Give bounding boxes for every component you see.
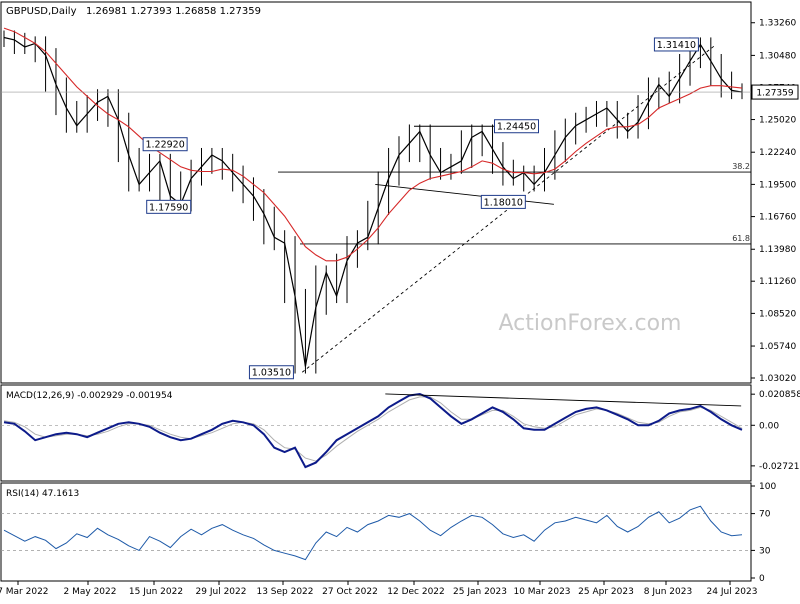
price-annotation-label: 1.18010 [484,197,523,208]
macd-trendline [385,393,742,407]
fib-label: 61.8 [732,234,750,243]
price-annotation-label: 1.17590 [149,202,188,213]
price-y-tick-label: 1.11260 [759,277,796,287]
price-annotation-label: 1.31410 [657,40,696,51]
price-y-tick-label: 1.05740 [759,342,796,352]
price-line [3,36,743,367]
x-tick-label: 25 Apr 2023 [578,587,634,597]
rsi-y-tick-label: 70 [759,510,771,520]
x-tick-label: 8 Jun 2023 [644,587,692,597]
fib-label: 38.2 [732,162,750,171]
price-y-tick-label: 1.13980 [759,245,796,255]
rsi-title: RSI(14) 47.1613 [6,489,79,499]
macd-title: MACD(12,26,9) -0.002929 -0.001954 [6,391,173,401]
x-tick-label: 10 Mar 2023 [513,587,570,597]
price-y-tick-label: 1.22240 [759,148,796,158]
price-y-tick-label: 1.25020 [759,116,796,126]
price-annotation-box [480,194,526,209]
rsi-line [3,505,743,561]
current-price-box [751,84,799,100]
price-y-tick-label: 1.33260 [759,19,796,29]
price-annotation-box [494,119,540,134]
macd-y-tick-label: 0.00 [759,421,779,431]
rsi-y-tick-label: 100 [759,482,776,492]
macd-signal-line [3,396,743,462]
price-y-tick-label: 1.19500 [759,180,796,190]
price-panel [0,1,752,384]
price-annotation-label: 1.03510 [252,368,291,379]
x-tick-label: 12 Dec 2022 [387,587,445,597]
macd-y-tick-label: 0.020858 [759,390,800,400]
x-tick-label: 2 May 2022 [64,587,117,597]
x-tick-label: 24 Jul 2023 [707,587,758,597]
price-y-tick-label: 1.16760 [759,213,796,223]
price-annotation-box [146,199,192,214]
x-tick-label: 27 Oct 2022 [322,587,378,597]
macd-y-tick-label: -0.027213 [759,462,800,472]
price-annotation-box [653,37,699,52]
price-y-tick-label: 1.08520 [759,309,796,319]
price-y-tick-label: 1.30480 [759,51,796,61]
chart-ohlc: 1.26981 1.27393 1.26858 1.27359 [86,6,261,17]
price-annotation-label: 1.22920 [145,140,184,151]
price-annotation-box [142,137,188,152]
x-tick-label: 25 Jan 2023 [453,587,507,597]
price-annotation-label: 1.24450 [497,122,536,133]
x-tick-label: 29 Jul 2022 [196,587,247,597]
current-price-label: 1.27359 [756,89,793,99]
macd-panel [0,384,752,482]
moving-average-line [3,27,743,262]
x-tick-label: 13 Sep 2022 [256,587,313,597]
macd-line [3,392,743,469]
rsi-panel [0,482,752,582]
price-y-tick-label: 1.03020 [759,374,796,384]
rsi-y-tick-label: 30 [759,546,771,556]
watermark: ActionForex.com [499,311,682,336]
trendline-support [301,44,717,373]
chart-symbol: GBPUSD,Daily [6,6,77,17]
rsi-y-tick-label: 0 [759,574,765,584]
price-annotation-box [248,365,294,380]
x-tick-label: 15 Jun 2022 [129,587,183,597]
x-tick-label: 17 Mar 2022 [0,587,49,597]
